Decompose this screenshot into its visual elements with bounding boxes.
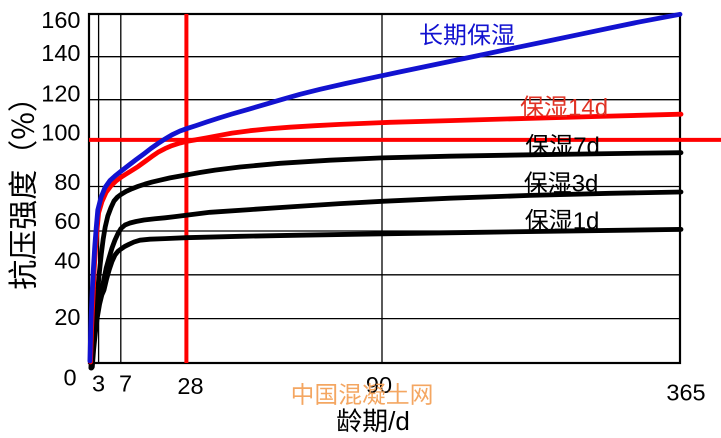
- svg-text:7d: 7d: [573, 133, 600, 160]
- svg-text:7: 7: [119, 370, 132, 396]
- svg-text:1d: 1d: [573, 208, 600, 235]
- svg-text:365: 365: [666, 379, 705, 405]
- svg-text:60: 60: [54, 208, 80, 234]
- svg-text:80: 80: [54, 169, 80, 195]
- svg-text:3: 3: [92, 371, 105, 397]
- svg-text:3d: 3d: [572, 171, 599, 198]
- svg-text:14d: 14d: [568, 95, 608, 122]
- svg-text:140: 140: [41, 40, 80, 66]
- svg-text:20: 20: [54, 304, 80, 330]
- svg-text:0: 0: [63, 365, 76, 391]
- svg-text:28: 28: [177, 373, 203, 399]
- svg-text:/d: /d: [388, 406, 410, 436]
- svg-text:120: 120: [41, 81, 80, 107]
- svg-text:40: 40: [54, 248, 80, 274]
- svg-text:160: 160: [41, 7, 80, 33]
- svg-text:100: 100: [41, 120, 80, 146]
